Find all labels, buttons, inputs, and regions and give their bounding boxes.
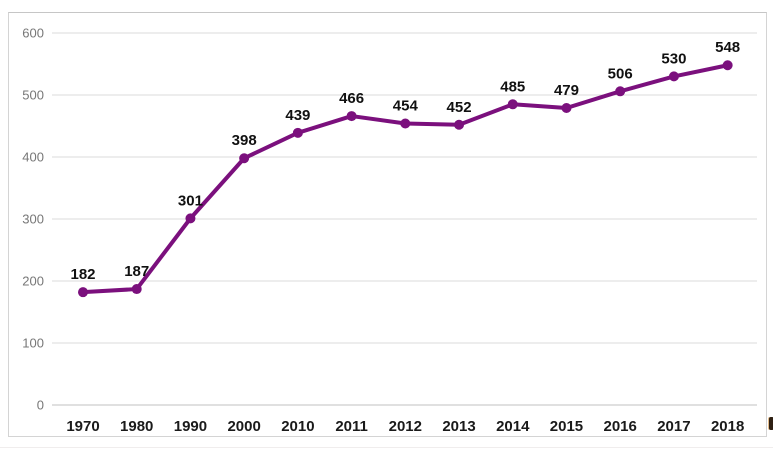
y-tick-label: 500 xyxy=(22,88,44,103)
data-label: 187 xyxy=(124,263,149,280)
data-point xyxy=(668,71,679,82)
x-tick-label: 2011 xyxy=(335,418,368,435)
data-label: 452 xyxy=(447,99,472,116)
y-tick-label: 100 xyxy=(22,336,44,351)
data-point xyxy=(292,127,303,138)
x-tick-label: 2014 xyxy=(496,418,530,435)
data-point xyxy=(400,118,411,129)
data-point xyxy=(131,284,142,295)
x-tick-label: 2013 xyxy=(442,418,475,435)
data-label: 479 xyxy=(554,82,579,99)
y-tick-label: 300 xyxy=(22,212,44,227)
x-tick-label: 2016 xyxy=(604,418,637,435)
bottom-edge-line xyxy=(0,447,773,448)
data-point xyxy=(507,99,518,110)
x-tick-label: 2000 xyxy=(227,418,260,435)
data-label: 466 xyxy=(339,90,364,107)
y-tick-label: 200 xyxy=(22,274,44,289)
data-point xyxy=(78,287,88,298)
x-tick-label: 2012 xyxy=(389,418,422,435)
x-tick-label: 2010 xyxy=(281,418,314,435)
y-tick-label: 0 xyxy=(37,398,44,413)
data-label: 301 xyxy=(178,192,203,209)
data-point xyxy=(346,111,357,122)
data-point xyxy=(185,213,196,224)
chart-frame xyxy=(8,12,767,437)
data-point xyxy=(615,86,626,97)
data-label: 548 xyxy=(715,39,740,56)
data-label: 506 xyxy=(608,65,633,82)
data-label: 454 xyxy=(393,98,419,115)
x-tick-label: 1990 xyxy=(174,418,207,435)
data-label: 485 xyxy=(500,78,525,95)
x-tick-label: 1970 xyxy=(66,418,99,435)
data-point xyxy=(722,60,733,71)
data-label: 182 xyxy=(70,266,95,283)
data-label: 530 xyxy=(661,50,686,67)
data-label: 439 xyxy=(285,107,310,124)
cropped-edge-artifact xyxy=(769,417,773,430)
y-tick-label: 400 xyxy=(22,150,44,165)
y-tick-label: 600 xyxy=(22,26,44,41)
x-tick-label: 2017 xyxy=(657,418,690,435)
data-label: 398 xyxy=(232,132,257,149)
data-point xyxy=(454,119,465,130)
data-point xyxy=(239,153,250,164)
x-tick-label: 2018 xyxy=(711,418,744,435)
data-point xyxy=(561,103,572,114)
x-tick-label: 1980 xyxy=(120,418,153,435)
x-tick-label: 2015 xyxy=(550,418,583,435)
